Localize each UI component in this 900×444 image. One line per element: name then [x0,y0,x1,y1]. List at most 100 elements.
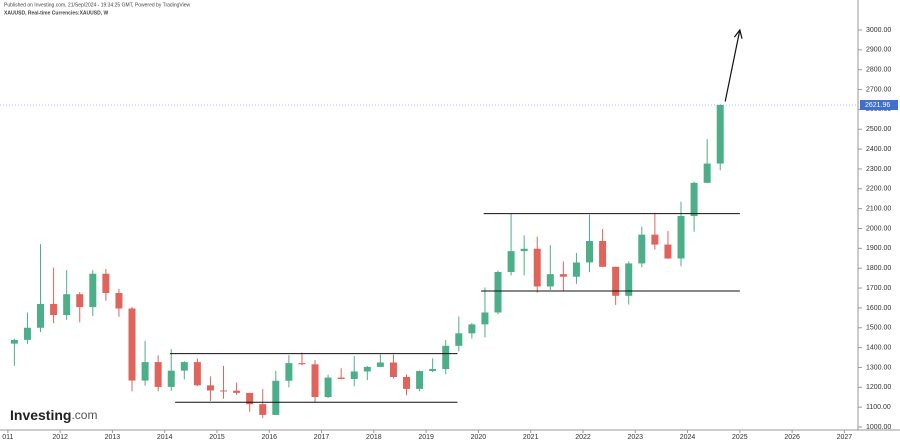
y-tick-label: 2800.00 [866,67,891,74]
candle-body [664,244,672,259]
candle-body [89,273,97,308]
y-tick-label: 1400.00 [866,344,891,351]
candle-body [220,390,228,392]
x-tick-label: 2024 [680,434,696,441]
y-tick-label: 1000.00 [866,424,891,431]
x-tick-label: 2017 [314,434,330,441]
candle-body [507,251,515,272]
logo-suffix: .com [71,408,97,422]
candle-body [677,215,685,259]
x-tick-label: 011 [2,434,13,441]
last-price-box [860,100,898,111]
candle-body [180,362,188,371]
candle-body [259,404,267,415]
candle-body [442,345,450,370]
logo: Investing.com [10,407,97,423]
y-tick-label: 2900.00 [866,47,891,54]
y-tick-label: 1800.00 [866,265,891,272]
candle-body [520,248,528,252]
candle-body [651,234,659,245]
candle-body [76,294,84,308]
published-note: Published on Investing.com, 21/Sep/2024 … [4,2,191,8]
candle-body [468,324,476,334]
candle-body [115,293,123,309]
candle-body [612,266,620,296]
x-tick-label: 2022 [575,434,591,441]
candle-body [233,390,241,393]
candle-body [703,163,711,183]
candle-body [376,362,384,367]
candle-body [690,182,698,216]
arrow-shaft [724,29,741,102]
x-tick-label: 2013 [105,434,121,441]
x-tick-label: 2012 [52,434,68,441]
x-tick-label: 2015 [209,434,225,441]
candle-body [246,392,254,405]
candle-body [154,362,162,387]
candle-body [50,303,58,316]
candle-body [559,274,567,277]
y-tick-label: 1500.00 [866,325,891,332]
x-tick-label: 2021 [523,434,539,441]
x-tick-label: 2025 [732,434,748,441]
candle-body [206,385,214,391]
y-tick-label: 2000.00 [866,225,891,232]
candle-body [285,363,293,381]
candle-body [141,362,149,381]
candle-body [389,362,397,377]
candle-body [23,327,31,340]
candle-body [494,271,502,313]
candle-body [416,371,424,389]
candle-body [586,241,594,263]
candle-body [429,369,437,372]
candle-body [599,241,607,267]
y-tick-label: 2100.00 [866,205,891,212]
candle-body [193,362,201,386]
symbol-label: XAUUSD, Real-time Currencies:XAUUSD, W [4,10,108,16]
candle-body [298,363,306,365]
x-tick-label: 2018 [366,434,382,441]
x-tick-label: 2020 [471,434,487,441]
x-tick-label: 2019 [418,434,434,441]
y-tick-label: 1900.00 [866,245,891,252]
x-tick-label: 2016 [261,434,277,441]
candle-body [572,262,580,277]
candle-body [311,364,319,398]
y-tick-label: 2200.00 [866,186,891,193]
candle-body [324,377,332,398]
y-tick-label: 3000.00 [866,27,891,34]
y-tick-label: 2700.00 [866,86,891,93]
x-tick-label: 2026 [784,434,800,441]
y-tick-label: 2300.00 [866,166,891,173]
candle-body [403,376,411,389]
candle-body [102,273,110,294]
candle-body [272,380,280,415]
x-tick-label: 2027 [837,434,853,441]
candle-body [363,366,371,372]
y-tick-label: 2400.00 [866,146,891,153]
candle-body [128,308,136,381]
candle-body [546,274,554,287]
candle-body [638,234,646,264]
candle-body [167,370,175,387]
candle-body [37,303,45,328]
arrow-head [733,28,743,39]
candle-body [337,377,345,379]
y-tick-label: 1300.00 [866,364,891,371]
candle-body [63,294,71,316]
last-price-label: 2621.96 [865,102,890,109]
logo-name: Investing [10,407,71,423]
x-tick-label: 2014 [157,434,173,441]
candle-body [10,339,18,344]
y-tick-label: 1100.00 [866,404,891,411]
y-tick-label: 1600.00 [866,305,891,312]
candle-body [625,263,633,296]
candle-body [533,248,541,287]
candle-body [455,333,463,346]
y-tick-label: 1700.00 [866,285,891,292]
y-tick-label: 2500.00 [866,126,891,133]
y-tick-label: 1200.00 [866,384,891,391]
candle-body [481,312,489,325]
